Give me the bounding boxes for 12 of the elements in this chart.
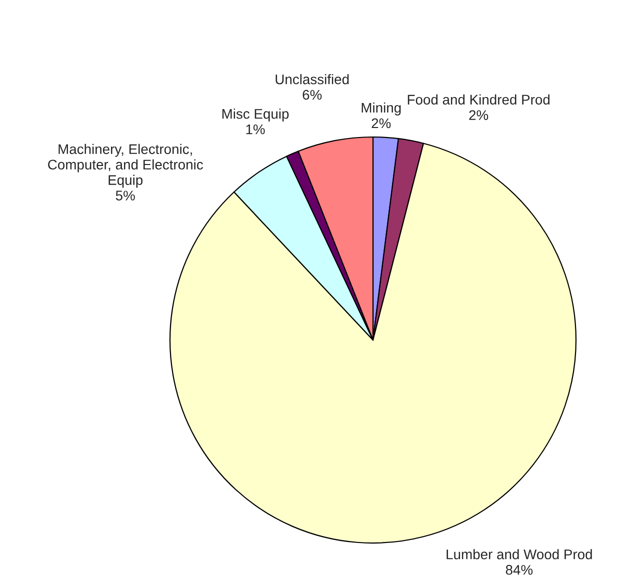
slice-label: Misc Equip [222, 108, 289, 122]
slice-label: Machinery, Electronic, Computer, and Electronic Equip [48, 144, 203, 188]
slice-label: Lumber and Wood Prod [446, 549, 592, 560]
data-label: 5% [116, 190, 135, 200]
slice-label: Food and Kindred Prod [408, 94, 550, 105]
slice-label: Mining [362, 102, 401, 116]
data-label: 1% [246, 124, 265, 134]
data-label: 84% [506, 564, 533, 575]
data-label: 6% [302, 90, 322, 100]
data-label: 2% [372, 118, 391, 128]
slice-label: Unclassified [276, 74, 349, 84]
data-label: 2% [469, 110, 488, 120]
